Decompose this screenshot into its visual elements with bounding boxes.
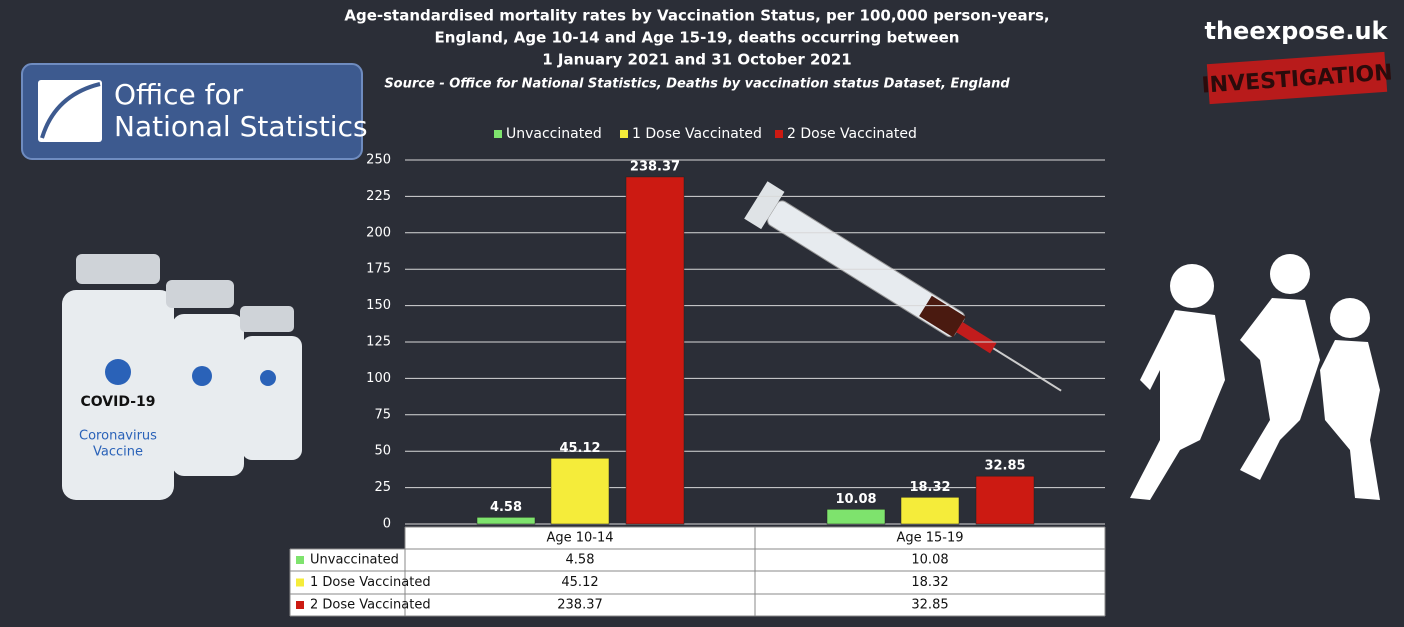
y-tick-label: 175 (366, 262, 391, 277)
table-swatch (296, 578, 304, 587)
y-tick-label: 100 (366, 371, 391, 386)
table-row-label: 1 Dose Vaccinated (310, 575, 431, 590)
y-tick-label: 75 (374, 407, 391, 422)
chart: Age-standardised mortality rates by Vacc… (289, 7, 1106, 617)
table-swatch (296, 556, 304, 564)
value-label: 45.12 (559, 441, 600, 456)
site-name: theexpose.uk (1205, 17, 1389, 45)
table-value: 32.85 (911, 598, 948, 613)
bar (975, 475, 1035, 525)
x-tick-label: Age 15-19 (896, 531, 963, 546)
value-label: 18.32 (909, 480, 950, 495)
legend-label: 2 Dose Vaccinated (787, 126, 917, 142)
y-tick-label: 125 (366, 335, 391, 350)
y-tick-label: 200 (366, 225, 391, 240)
legend-label: 1 Dose Vaccinated (632, 126, 762, 142)
vial-label: Vaccine (93, 445, 143, 460)
table-bg (290, 549, 1105, 616)
bar (900, 497, 960, 525)
legend-swatch (620, 130, 628, 138)
y-tick-label: 50 (374, 444, 391, 459)
logo-box (21, 63, 363, 160)
vial-label: Coronavirus (79, 429, 157, 444)
x-tick-label: Age 10-14 (546, 531, 613, 546)
value-label: 32.85 (984, 459, 1025, 474)
bar (550, 458, 610, 525)
y-tick-label: 150 (366, 298, 391, 313)
table-swatch (296, 601, 304, 609)
vials: COVID-19 Coronavirus Vaccine (62, 254, 302, 500)
y-tick-label: 225 (366, 189, 391, 204)
legend-label: Unvaccinated (506, 126, 602, 142)
legend-swatch (494, 130, 502, 138)
vial-label: COVID-19 (80, 394, 155, 410)
table-value: 4.58 (566, 553, 595, 568)
logo-text: National Statistics (114, 110, 368, 143)
bar (625, 176, 685, 525)
value-label: 4.58 (490, 500, 522, 515)
chart-title: Age-standardised mortality rates by Vacc… (344, 7, 1049, 25)
runners (1130, 254, 1380, 500)
logo-text: Office for (114, 78, 244, 111)
bar (476, 517, 536, 525)
chart-subtitle: Source - Office for National Statistics,… (384, 77, 1010, 92)
table-row-label: 2 Dose Vaccinated (310, 598, 431, 613)
table-value: 18.32 (911, 575, 948, 590)
table-value: 238.37 (557, 598, 603, 613)
value-label: 10.08 (835, 492, 876, 507)
legend-swatch (775, 130, 783, 138)
table-row-label: Unvaccinated (310, 553, 399, 568)
chart-title: England, Age 10-14 and Age 15-19, deaths… (435, 29, 960, 47)
bar (826, 509, 886, 525)
table-value: 45.12 (561, 575, 598, 590)
table-value: 10.08 (911, 553, 948, 568)
stamp-box (1206, 51, 1388, 105)
logo-mark (38, 80, 102, 142)
syringe (744, 181, 1062, 392)
y-tick-label: 250 (366, 153, 391, 168)
y-tick-label: 25 (374, 480, 391, 495)
chart-title: 1 January 2021 and 31 October 2021 (542, 51, 851, 69)
y-tick-label: 0 (383, 517, 391, 532)
value-label: 238.37 (630, 159, 680, 174)
